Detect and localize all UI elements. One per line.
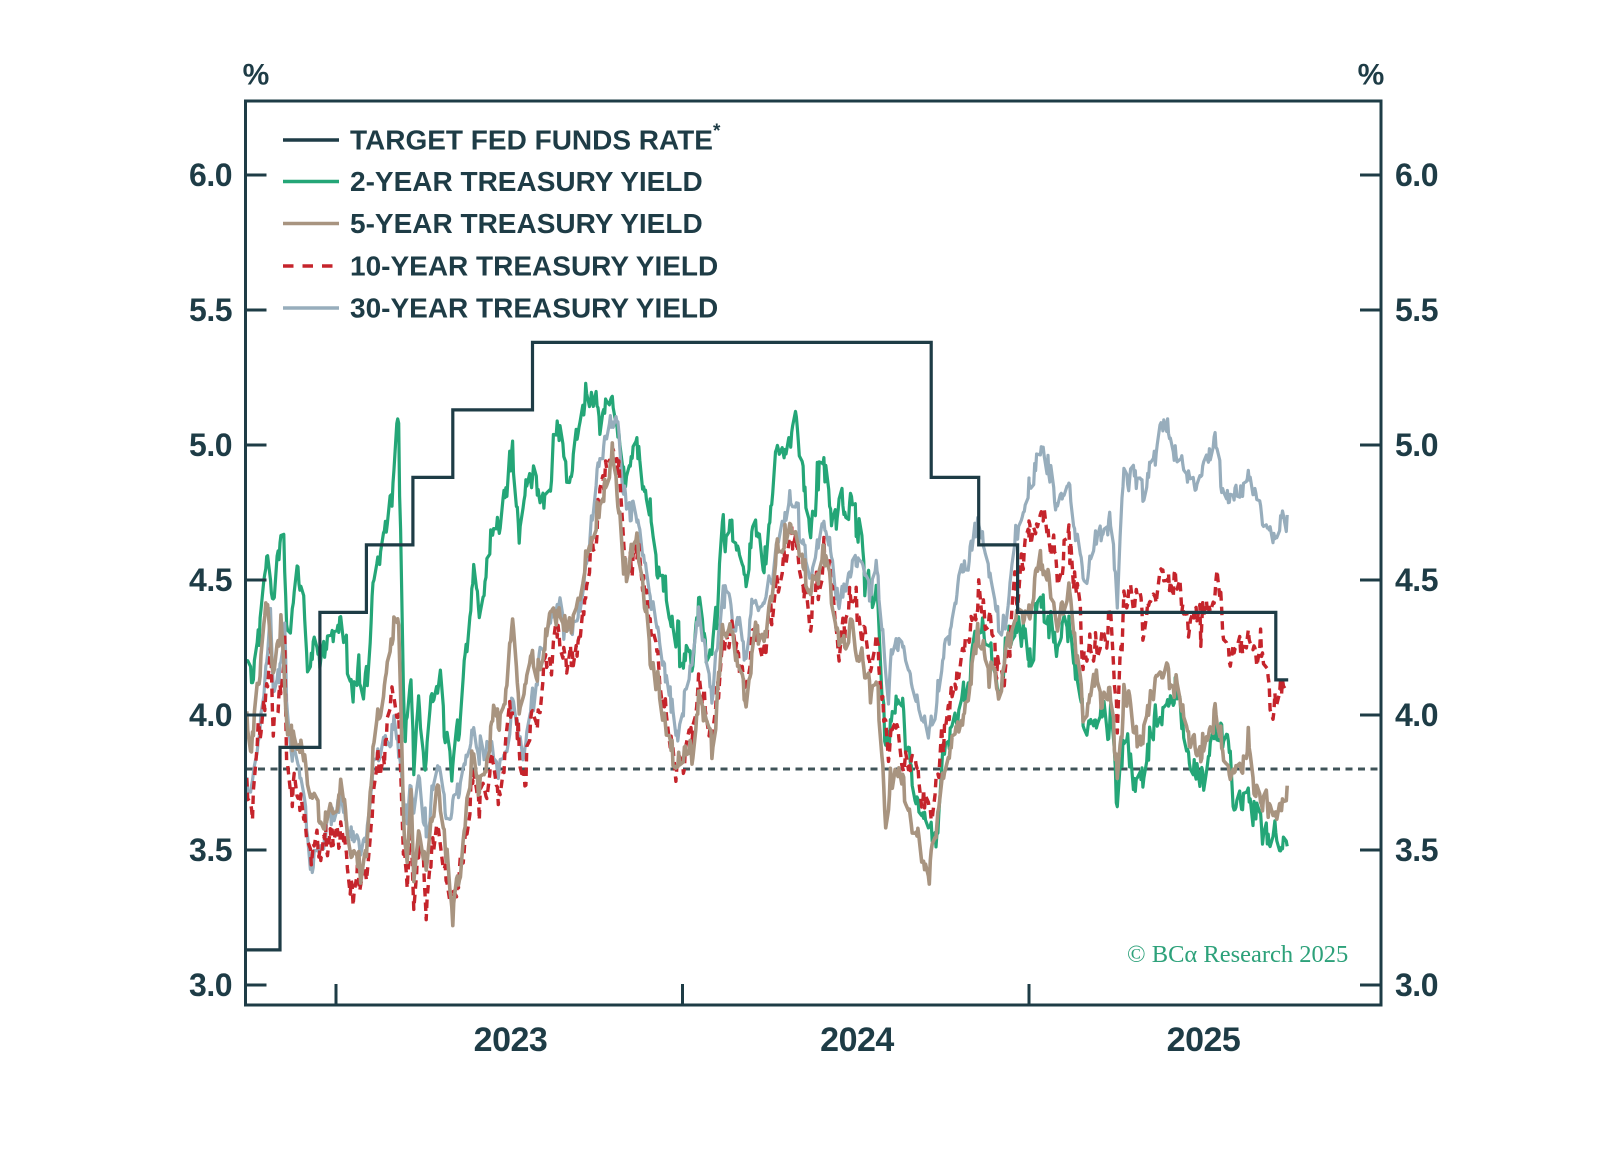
- svg-text:%: %: [1358, 59, 1385, 92]
- svg-text:4.0: 4.0: [189, 697, 232, 733]
- svg-text:5-YEAR TREASURY YIELD: 5-YEAR TREASURY YIELD: [350, 208, 703, 239]
- svg-text:4.0: 4.0: [1395, 697, 1438, 733]
- svg-text:TARGET FED FUNDS RATE*: TARGET FED FUNDS RATE*: [350, 121, 721, 156]
- svg-text:5.0: 5.0: [189, 427, 232, 463]
- svg-text:6.0: 6.0: [1395, 157, 1438, 193]
- svg-text:4.5: 4.5: [1395, 562, 1438, 598]
- svg-text:%: %: [243, 59, 270, 92]
- svg-text:4.5: 4.5: [189, 562, 232, 598]
- svg-text:6.0: 6.0: [189, 157, 232, 193]
- svg-text:3.5: 3.5: [189, 832, 232, 868]
- svg-text:© BCα Research 2025: © BCα Research 2025: [1127, 941, 1348, 968]
- svg-text:2025: 2025: [1167, 1021, 1241, 1059]
- svg-text:3.5: 3.5: [1395, 832, 1438, 868]
- svg-text:3.0: 3.0: [1395, 967, 1438, 1003]
- svg-text:2-YEAR TREASURY YIELD: 2-YEAR TREASURY YIELD: [350, 166, 703, 197]
- svg-text:2023: 2023: [474, 1021, 548, 1059]
- svg-text:10-YEAR TREASURY YIELD: 10-YEAR TREASURY YIELD: [350, 251, 718, 282]
- svg-text:5.0: 5.0: [1395, 427, 1438, 463]
- svg-text:5.5: 5.5: [189, 292, 232, 328]
- svg-text:30-YEAR TREASURY YIELD: 30-YEAR TREASURY YIELD: [350, 293, 718, 324]
- svg-text:2024: 2024: [820, 1021, 894, 1059]
- svg-text:5.5: 5.5: [1395, 292, 1438, 328]
- svg-text:3.0: 3.0: [189, 967, 232, 1003]
